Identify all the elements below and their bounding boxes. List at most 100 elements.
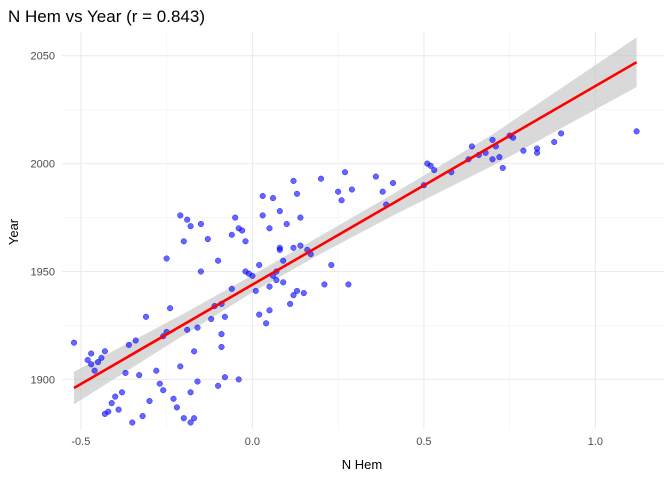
data-point: [290, 244, 297, 251]
data-point: [431, 167, 438, 174]
data-point: [187, 389, 194, 396]
data-point: [221, 374, 228, 381]
data-point: [297, 214, 304, 221]
data-point: [252, 287, 259, 294]
x-axis-label: N Hem: [342, 457, 382, 472]
data-point: [427, 162, 434, 169]
data-point: [348, 186, 355, 193]
data-point: [221, 313, 228, 320]
data-point: [218, 343, 225, 351]
data-point: [108, 400, 115, 407]
data-point: [112, 393, 119, 400]
data-point: [256, 311, 263, 318]
x-tick-labels: -0.5 0.0 0.5 1.0: [71, 436, 603, 448]
data-point: [345, 281, 352, 288]
data-point: [232, 214, 239, 221]
data-point: [163, 255, 170, 262]
data-point: [256, 261, 263, 269]
data-point: [88, 361, 95, 368]
data-point: [101, 348, 108, 355]
data-point: [177, 212, 184, 219]
x-tick-label: 0.5: [416, 436, 431, 448]
data-point: [180, 415, 187, 422]
data-point: [160, 387, 167, 394]
y-tick-label: 1900: [31, 374, 55, 386]
data-point: [187, 223, 194, 230]
data-point: [177, 363, 184, 370]
data-point: [297, 242, 304, 249]
data-point: [249, 272, 256, 279]
data-point: [191, 415, 198, 422]
data-point: [118, 389, 126, 396]
data-point: [197, 268, 204, 275]
data-point: [259, 192, 266, 200]
data-point: [84, 356, 91, 364]
confidence-band: [74, 37, 637, 405]
data-point: [317, 175, 325, 182]
chart-title: N Hem vs Year (r = 0.843): [8, 7, 205, 26]
data-points: [70, 128, 640, 426]
data-point: [94, 359, 102, 366]
data-point: [266, 225, 273, 232]
data-point: [194, 324, 201, 331]
x-tick-label: -0.5: [71, 436, 90, 448]
data-point: [520, 147, 527, 154]
data-point: [91, 367, 98, 374]
data-point: [218, 331, 225, 338]
data-point: [98, 354, 105, 361]
data-point: [125, 341, 132, 348]
data-point: [170, 395, 177, 402]
data-point: [191, 348, 198, 355]
data-point: [300, 290, 307, 297]
data-point: [551, 138, 558, 146]
data-point: [228, 231, 235, 238]
data-point: [335, 188, 342, 195]
data-point: [259, 212, 266, 219]
data-point: [341, 169, 349, 176]
data-point: [139, 413, 146, 420]
data-point: [136, 372, 143, 379]
data-point: [293, 287, 301, 294]
data-point: [328, 261, 335, 269]
data-point: [287, 300, 294, 307]
data-point: [489, 156, 496, 163]
data-point: [269, 195, 277, 202]
data-point: [321, 281, 328, 288]
data-point: [180, 238, 187, 245]
y-tick-label: 1950: [31, 266, 55, 278]
data-point: [273, 277, 280, 284]
y-axis-label: Year: [6, 218, 21, 245]
y-tick-label: 2050: [31, 51, 55, 63]
y-tick-label: 2000: [31, 159, 55, 171]
data-point: [372, 173, 379, 180]
data-point: [499, 164, 506, 171]
data-point: [242, 238, 249, 245]
data-point: [146, 397, 153, 405]
data-point: [115, 406, 122, 413]
data-point: [105, 408, 112, 415]
y-tick-labels: 1900 1950 2000 2050: [31, 51, 55, 387]
data-point: [389, 179, 397, 187]
data-point: [290, 177, 297, 184]
data-point: [204, 236, 211, 243]
data-point: [153, 367, 160, 374]
data-point: [468, 143, 475, 150]
data-point: [239, 227, 246, 234]
data-point: [122, 369, 129, 376]
x-tick-label: 0.0: [245, 436, 260, 448]
data-point: [88, 350, 95, 357]
data-point: [156, 380, 163, 387]
data-point: [184, 326, 191, 333]
data-point: [173, 404, 180, 411]
data-point: [194, 378, 201, 385]
data-point: [266, 283, 273, 290]
data-point: [266, 307, 273, 314]
data-point: [633, 128, 640, 135]
data-point: [70, 339, 78, 346]
data-point: [187, 419, 194, 426]
data-point: [215, 257, 222, 264]
data-point: [338, 197, 345, 204]
data-point: [208, 315, 215, 323]
data-point: [379, 188, 386, 195]
